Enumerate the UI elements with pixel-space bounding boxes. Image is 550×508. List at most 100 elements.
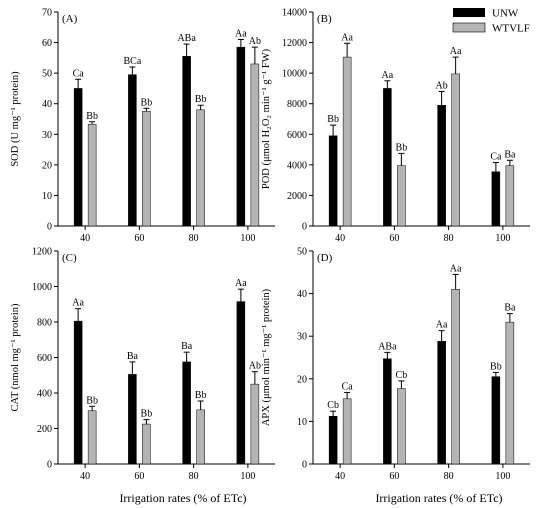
y-tick-label: 50: [42, 69, 52, 80]
y-tick-label: 10: [42, 191, 52, 202]
x-tick-label: 40: [80, 471, 90, 482]
y-tick-label: 50: [297, 247, 307, 258]
x-axis-label-left: Irrigation rates (% of ETc): [119, 491, 246, 505]
panel-label: (D): [317, 252, 333, 264]
bar-unw: [328, 135, 338, 227]
bar-unw: [491, 171, 501, 227]
panel-label: (C): [62, 252, 77, 264]
x-tick-label: 80: [189, 233, 199, 244]
panel-label: (B): [317, 13, 332, 25]
bar-wtvlf: [142, 111, 151, 227]
x-tick-label: 60: [389, 471, 399, 482]
x-tick-label: 100: [240, 471, 255, 482]
significance-label: BCa: [123, 56, 141, 67]
significance-label: Ab: [249, 361, 261, 372]
significance-label: Ca: [342, 381, 354, 392]
bar-wtvlf: [87, 410, 97, 465]
x-tick-label: 60: [134, 471, 144, 482]
significance-label: Bb: [86, 395, 98, 406]
bar-unw: [182, 56, 191, 227]
significance-label: Aa: [341, 32, 353, 43]
bar-wtvlf: [451, 289, 460, 465]
significance-label: Bb: [195, 390, 207, 401]
significance-label: Bb: [490, 361, 502, 372]
y-tick-label: 2000: [287, 191, 307, 202]
significance-label: Bb: [141, 409, 153, 420]
x-axis-label-right: Irrigation rates (% of ETc): [375, 491, 502, 505]
bar-unw: [437, 341, 446, 465]
y-tick-label: 4000: [287, 160, 307, 171]
significance-label: Ab: [249, 36, 261, 47]
bar-wtvlf: [342, 56, 352, 227]
x-tick-label: 40: [80, 233, 90, 244]
bar-wtvlf: [250, 63, 260, 227]
y-tick-label: 1000: [32, 282, 52, 293]
x-tick-label: 100: [495, 471, 510, 482]
bar-wtvlf: [196, 109, 205, 227]
bar-unw: [128, 374, 137, 465]
significance-label: Aa: [450, 46, 462, 57]
legend-label-unw: UNW: [492, 8, 519, 20]
legend-swatch-unw: [453, 8, 485, 17]
significance-label: Ab: [436, 80, 448, 91]
y-tick-label: 30: [42, 130, 52, 141]
significance-label: Bb: [86, 111, 98, 122]
panel-label: (A): [62, 13, 78, 25]
significance-label: Cb: [327, 400, 339, 411]
significance-label: Aa: [72, 298, 84, 309]
bar-unw: [437, 104, 446, 227]
y-tick-label: 30: [297, 332, 307, 343]
y-tick-label: 60: [42, 38, 52, 49]
significance-label: Ca: [73, 68, 85, 79]
y-tick-label: 20: [42, 160, 52, 171]
y-tick-label: 0: [47, 222, 52, 233]
y-axis-title: POD (μmol H₂O₂ min⁻¹ g⁻¹ FW): [261, 48, 272, 189]
significance-label: Cb: [396, 370, 408, 381]
y-tick-label: 0: [302, 222, 307, 233]
y-tick-label: 12000: [282, 38, 307, 49]
significance-label: Ba: [181, 341, 193, 352]
panel-b: 0 2000 4000 6000 8000 10000 12000 14000 POD (μmo…: [261, 8, 530, 244]
x-tick-label: 80: [444, 233, 454, 244]
y-tick-label: 0: [47, 460, 52, 471]
significance-label: Ba: [127, 351, 139, 362]
y-axis-title: SOD (U mg⁻¹ protein): [10, 71, 21, 167]
x-tick-label: 60: [134, 233, 144, 244]
y-tick-label: 40: [42, 99, 52, 110]
legend: UNW WTVLF: [452, 8, 530, 35]
panel-a: 0 10 20 30 40 50 60 70 SOD (U mg⁻¹ protein) (A) 40…: [10, 8, 275, 244]
x-tick-label: 40: [335, 233, 345, 244]
bar-unw: [491, 376, 501, 465]
panel-d: 0 10 20 30 40 50 APX (μmol min⁻¹ mg⁻¹ protein)…: [261, 247, 530, 482]
legend-label-wtvlf: WTVLF: [492, 23, 530, 35]
bar-wtvlf: [250, 383, 260, 465]
bar-unw: [182, 361, 191, 465]
y-tick-label: 40: [297, 289, 307, 300]
bar-wtvlf: [397, 388, 406, 465]
significance-label: Ba: [504, 303, 516, 314]
significance-label: Bb: [327, 114, 339, 125]
bar-unw: [128, 74, 137, 227]
bar-unw: [236, 301, 246, 465]
y-tick-label: 600: [37, 353, 52, 364]
bar-wtvlf: [196, 409, 205, 465]
significance-label: Aa: [382, 70, 394, 81]
legend-swatch-wtvlf: [452, 22, 486, 33]
significance-label: Bb: [396, 142, 408, 153]
bar-unw: [236, 46, 246, 227]
significance-label: Bb: [141, 97, 153, 108]
bar-unw: [383, 358, 392, 465]
significance-label: Aa: [235, 29, 247, 40]
bar-wtvlf: [142, 423, 151, 465]
y-tick-label: 1200: [32, 247, 52, 258]
significance-label: Aa: [436, 320, 448, 331]
bar-unw: [383, 88, 392, 227]
significance-label: Aa: [450, 263, 462, 274]
panel-c: 0 200 400 600 800 1000 1200 CAT (nmol mg⁻¹ prot…: [10, 247, 275, 482]
y-tick-label: 400: [37, 389, 52, 400]
bar-wtvlf: [505, 321, 515, 465]
y-tick-label: 70: [42, 8, 52, 19]
y-tick-label: 10: [297, 417, 307, 428]
bar-wtvlf: [505, 165, 515, 227]
